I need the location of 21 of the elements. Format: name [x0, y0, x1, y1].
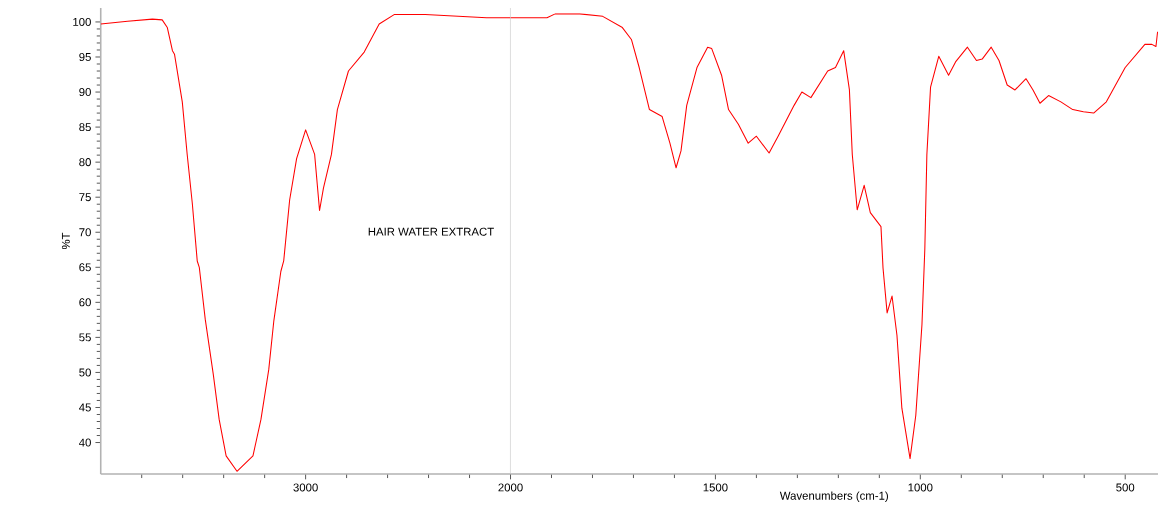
y-tick-label: 55 — [79, 333, 91, 342]
y-tick-label: 50 — [79, 368, 91, 377]
y-tick-label: 45 — [79, 403, 91, 412]
x-tick-label: 3000 — [293, 483, 318, 492]
x-tick-label: 1000 — [908, 483, 933, 492]
y-tick-label: 70 — [79, 228, 91, 237]
y-tick-label: 95 — [79, 53, 91, 62]
x-tick-label: 500 — [1116, 483, 1135, 492]
x-axis-title: Wavenumbers (cm-1) — [779, 491, 888, 503]
x-tick-label: 2000 — [498, 483, 523, 492]
annotation: HAIR WATER EXTRACT — [368, 227, 494, 236]
y-tick-label: 75 — [79, 193, 91, 202]
y-tick-label: 60 — [79, 298, 91, 307]
y-axis-title: %T — [61, 232, 70, 250]
y-tick-label: 40 — [79, 438, 91, 447]
y-tick-label: 65 — [79, 263, 91, 272]
y-tick-label: 90 — [79, 88, 91, 97]
x-tick-label: 1500 — [703, 483, 728, 492]
y-tick-label: 80 — [79, 158, 91, 167]
y-tick-label: 85 — [79, 123, 91, 132]
y-tick-label: 100 — [73, 18, 91, 27]
